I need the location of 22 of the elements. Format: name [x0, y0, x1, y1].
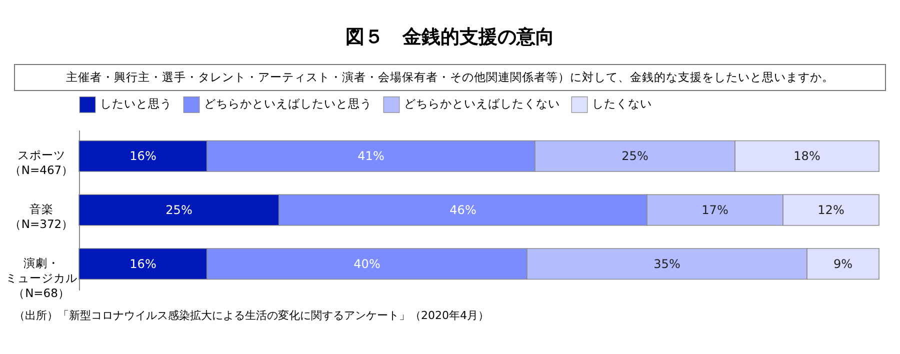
data-label: 9%	[833, 256, 853, 271]
y-tick-label: 音楽（N=372）	[9, 202, 74, 231]
data-label: 17%	[702, 203, 728, 217]
data-label: 16%	[130, 149, 156, 164]
legend-label: どちらかといえばしたくない	[404, 96, 560, 111]
chart-subtitle: 主催者・興行主・選手・タレント・アーティスト・演者・会場保有者・その他関連関係者等）に対して、金銭的な支援をしたいと思いますか。	[14, 64, 886, 91]
data-label: 41%	[358, 149, 384, 164]
data-label: 35%	[654, 256, 680, 271]
data-label: 18%	[794, 149, 820, 164]
data-label: 46%	[450, 203, 476, 217]
data-label: 40%	[354, 256, 380, 271]
legend-label: したくない	[592, 96, 652, 111]
data-label: 25%	[166, 203, 192, 217]
data-label: 12%	[818, 203, 844, 217]
legend-label: したいと思う	[100, 96, 172, 111]
legend-label: どちらかといえばしたいと思う	[204, 96, 372, 111]
y-tick-label: スポーツ（N=467）	[9, 148, 74, 178]
y-tick-label: 演劇・ミュージカル（N=68）	[6, 256, 78, 300]
data-label: 25%	[622, 149, 648, 164]
chart-title: 図５ 金銭的支援の意向	[344, 25, 556, 50]
data-label: 16%	[130, 256, 156, 271]
text: （出所）「新型コロナウイルス感染拡大による生活の変化に関するアンケート」（2020年4月）	[14, 308, 490, 323]
